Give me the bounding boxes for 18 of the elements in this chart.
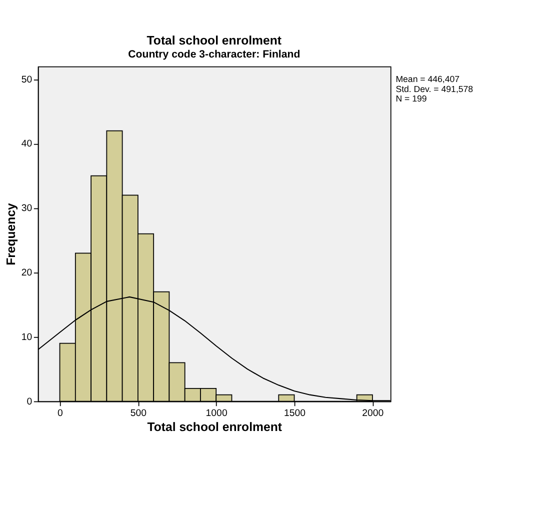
x-tick-label: 500 — [130, 408, 148, 419]
text: Mean = 446,407 — [396, 74, 460, 84]
x-tick-label: 2000 — [362, 408, 384, 419]
y-tick-label: 10 — [21, 332, 33, 343]
x-axis-title: Total school enrolment — [147, 420, 282, 434]
y-tick-label: 30 — [21, 203, 33, 214]
y-tick-label: 50 — [21, 74, 33, 86]
text: N = 199 — [396, 94, 427, 104]
x-tick-label: 0 — [58, 408, 64, 419]
y-tick-label: 0 — [26, 396, 33, 408]
y-tick-label: 40 — [21, 138, 33, 150]
y-tick-label: 20 — [21, 268, 33, 279]
chart-title: Total school enrolment — [146, 33, 282, 48]
y-axis-title: Frequency — [4, 202, 18, 266]
x-tick-label: 1500 — [284, 408, 306, 419]
text: Std. Dev. = 491,578 — [396, 84, 474, 94]
x-tick-label: 1000 — [206, 408, 228, 419]
chart-subtitle: Country code 3-character: Finland — [128, 48, 300, 61]
